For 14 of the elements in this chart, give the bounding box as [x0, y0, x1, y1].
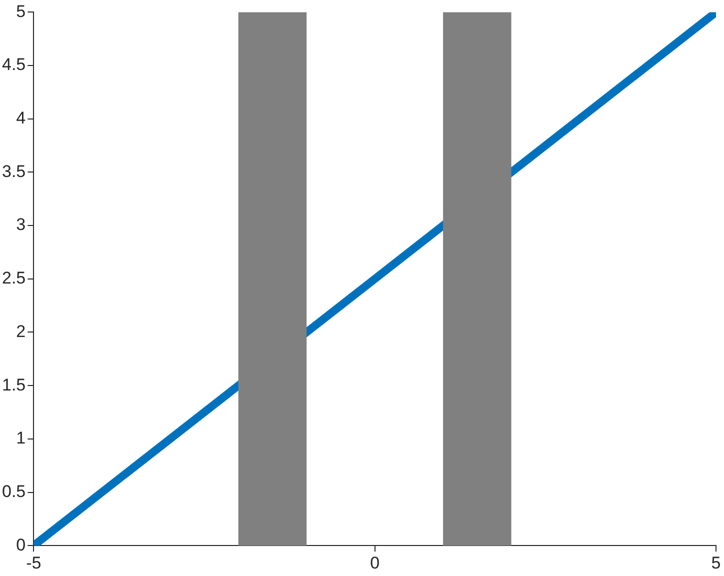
y-tick-label: 2: [16, 322, 26, 341]
y-tick-label: 4: [16, 108, 26, 128]
y-tick-label: 4.5: [2, 55, 26, 74]
x-tick-label: 0: [370, 553, 380, 572]
x-tick-label: -5: [26, 553, 42, 572]
y-tick-label: 1: [16, 428, 26, 448]
y-tick-label: 0.5: [2, 482, 26, 501]
x-tick-label: 5: [711, 553, 721, 572]
y-tick-label: 1.5: [2, 375, 26, 394]
y-tick-label: 5: [16, 2, 26, 21]
y-tick-label: 2.5: [2, 268, 26, 288]
y-tick-label: 3: [16, 215, 26, 234]
y-tick-label: 0: [16, 535, 26, 554]
y-tick-label: 3.5: [2, 162, 26, 181]
